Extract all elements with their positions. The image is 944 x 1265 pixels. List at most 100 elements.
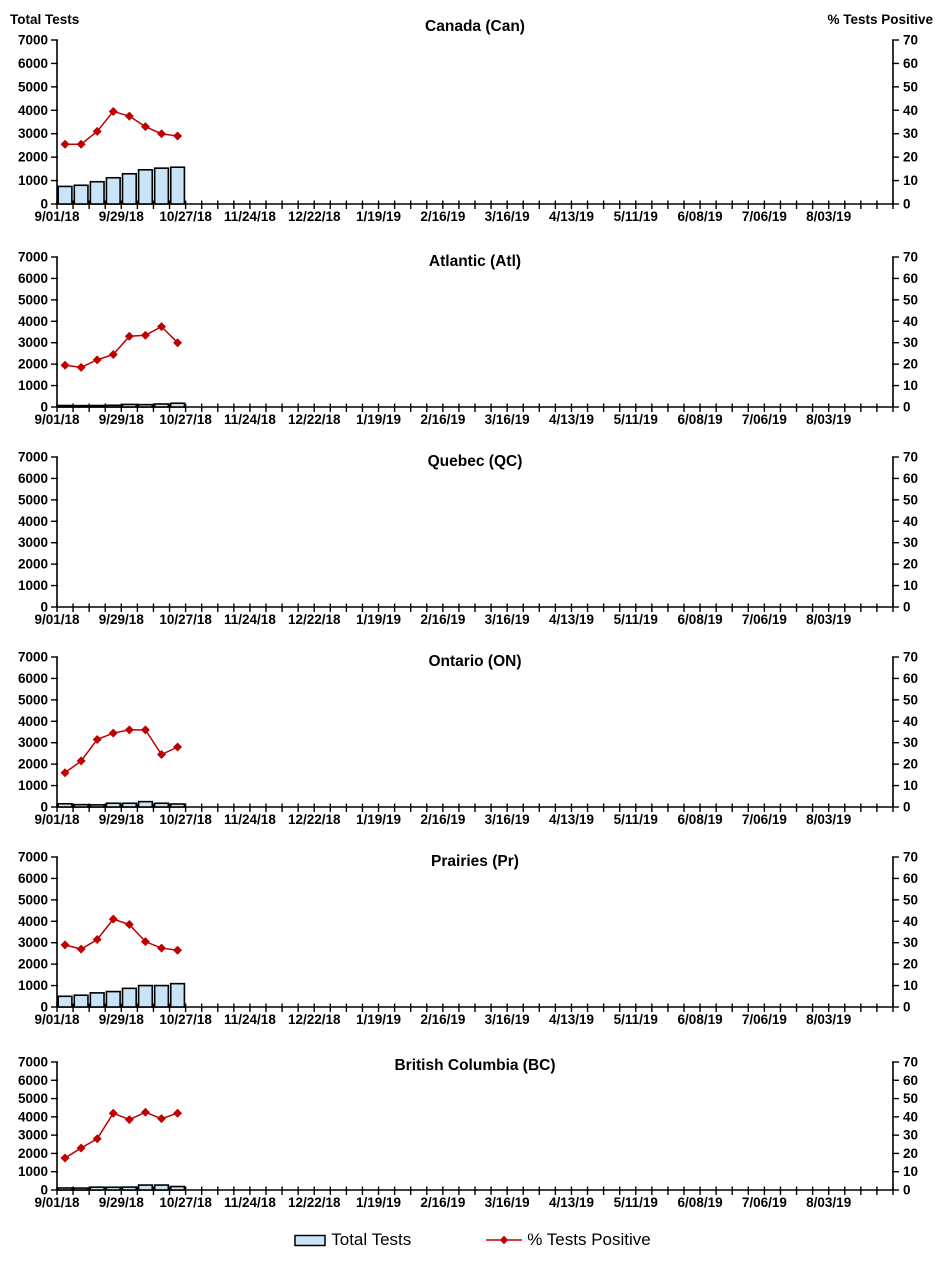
x-tick-label: 4/13/19: [549, 812, 594, 827]
left-y-tick-label: 4000: [18, 514, 48, 529]
right-y-tick-label: 50: [903, 1091, 918, 1106]
total-tests-bar: [57, 404, 73, 408]
x-tick-label: 5/11/19: [614, 612, 658, 627]
chart-title: Quebec (QC): [428, 453, 523, 470]
x-tick-label: 9/29/18: [99, 412, 145, 427]
x-tick-label: 2/16/19: [420, 412, 465, 427]
left-y-tick-label: 6000: [18, 471, 48, 486]
right-y-tick-label: 30: [903, 935, 918, 950]
x-tick-label: 12/22/18: [288, 1012, 341, 1027]
x-tick-label: 11/24/18: [224, 812, 276, 827]
total-tests-bar: [105, 1186, 121, 1191]
total-tests-bar: [137, 984, 154, 1008]
right-y-tick-label: 0: [903, 197, 911, 212]
x-tick-label: 5/11/19: [614, 412, 658, 427]
total-tests-bar: [73, 404, 89, 408]
left-y-tick-label: 5000: [18, 492, 48, 507]
right-y-tick-label: 60: [903, 671, 918, 686]
pct-positive-marker-diamond-icon: [140, 937, 150, 947]
right-y-tick-label: 50: [903, 292, 918, 307]
x-tick-label: 3/16/19: [485, 1195, 530, 1210]
total-tests-bar: [121, 172, 137, 205]
right-y-tick-label: 10: [903, 378, 918, 393]
left-y-tick-label: 7000: [18, 650, 48, 665]
pct-positive-line-swatch-icon: [486, 1235, 523, 1245]
pct-positive-marker-diamond-icon: [157, 943, 166, 953]
right-y-tick-label: 30: [903, 335, 918, 350]
x-tick-label: 8/03/19: [806, 1195, 851, 1210]
total-tests-bar: [153, 167, 170, 205]
x-tick-label: 11/24/18: [224, 1195, 276, 1210]
left-y-tick-label: 1000: [18, 778, 48, 793]
x-tick-label: 8/03/19: [806, 612, 851, 627]
x-tick-label: 10/27/18: [159, 612, 212, 627]
left-y-tick-label: 4000: [18, 714, 48, 729]
pct-positive-marker-diamond-icon: [108, 1108, 118, 1118]
pct-positive-line: [64, 729, 178, 774]
pct-positive-marker-diamond-icon: [60, 139, 70, 149]
chart-title: Atlantic (Atl): [429, 253, 521, 270]
left-y-tick-label: 1000: [18, 578, 48, 593]
pct-positive-marker-diamond-icon: [157, 322, 166, 332]
pct-positive-marker-diamond-icon: [108, 728, 118, 738]
total-tests-bar: [153, 403, 170, 408]
right-y-tick-label: 0: [903, 1000, 911, 1015]
x-tick-label: 6/08/19: [678, 412, 723, 427]
right-y-tick-label: 30: [903, 735, 918, 750]
total-tests-bar: [57, 185, 73, 205]
left-y-tick-label: 2000: [18, 757, 48, 772]
x-tick-label: 6/08/19: [678, 209, 723, 224]
x-tick-label: 3/16/19: [485, 612, 530, 627]
left-y-tick-label: 0: [40, 1000, 48, 1015]
left-axis-title: Total Tests: [10, 12, 79, 27]
x-tick-label: 11/24/18: [224, 412, 276, 427]
x-tick-label: 9/01/18: [34, 1195, 80, 1210]
pct-positive-marker-diamond-icon: [92, 935, 102, 944]
x-tick-label: 2/16/19: [420, 1195, 465, 1210]
right-y-tick-label: 50: [903, 892, 918, 907]
right-y-tick-label: 60: [903, 1073, 918, 1088]
chart-quebec: Quebec (QC) 0 1000 2000 3000 4000 5000 6000 7000…: [18, 450, 918, 628]
total-tests-bar: [169, 1185, 186, 1191]
x-tick-label: 6/08/19: [678, 1195, 723, 1210]
pct-positive-marker-diamond-icon: [60, 940, 70, 950]
total-tests-bar: [169, 803, 186, 808]
right-y-tick-label: 40: [903, 103, 918, 118]
right-y-tick-label: 0: [903, 800, 911, 815]
pct-positive-marker-diamond-icon: [108, 106, 118, 116]
pct-positive-marker-diamond-icon: [173, 131, 183, 141]
left-y-tick-label: 7000: [18, 33, 48, 48]
pct-positive-marker-diamond-icon: [76, 944, 86, 954]
x-tick-label: 1/19/19: [356, 812, 401, 827]
pct-positive-marker-diamond-icon: [92, 126, 102, 136]
x-tick-label: 9/01/18: [34, 1012, 80, 1027]
right-y-tick-label: 20: [903, 1146, 918, 1161]
legend-item-total-tests: Total Tests: [293, 1230, 411, 1250]
right-y-tick-label: 10: [903, 1164, 918, 1179]
chart-ontario: Ontario (ON)0100020003000400050006000700…: [18, 650, 918, 828]
pct-positive-marker-diamond-icon: [124, 111, 134, 121]
left-y-tick-label: 3000: [18, 126, 48, 141]
x-tick-label: 12/22/18: [288, 1195, 341, 1210]
total-tests-bar: [153, 802, 170, 808]
pct-positive-marker-diamond-icon: [140, 1107, 150, 1117]
left-y-tick-label: 4000: [18, 314, 48, 329]
left-y-tick-label: 0: [40, 400, 48, 415]
chart-title: British Columbia (BC): [394, 1057, 555, 1074]
total-tests-bar: [57, 802, 73, 808]
left-y-tick-label: 7000: [18, 850, 48, 865]
right-y-tick-label: 70: [903, 650, 918, 665]
right-y-tick-label: 10: [903, 578, 918, 593]
left-y-tick-label: 2000: [18, 957, 48, 972]
x-tick-label: 9/29/18: [99, 812, 145, 827]
right-y-tick-label: 0: [903, 1183, 911, 1198]
left-y-tick-label: 1000: [18, 173, 48, 188]
left-y-tick-label: 3000: [18, 735, 48, 750]
total-tests-bar: [137, 1184, 154, 1191]
x-tick-label: 6/08/19: [678, 1012, 723, 1027]
total-tests-bar: [89, 992, 105, 1008]
pct-positive-marker-diamond-icon: [124, 1115, 134, 1125]
left-y-tick-label: 3000: [18, 535, 48, 550]
left-y-tick-label: 5000: [18, 292, 48, 307]
x-tick-label: 3/16/19: [485, 1012, 530, 1027]
